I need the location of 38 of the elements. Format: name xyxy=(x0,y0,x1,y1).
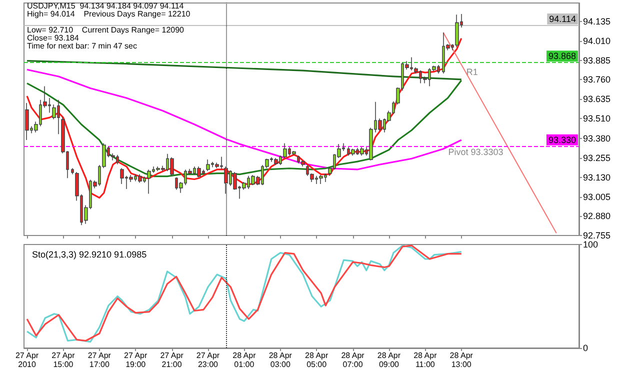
x-tick-label: 28 Apr 05:00 xyxy=(305,351,328,369)
annotation: Time for next bar: 7 min 47 sec xyxy=(27,41,137,50)
x-tick-label: 28 Apr 13:00 xyxy=(450,351,474,369)
y-tick-label: 92.755 xyxy=(583,230,611,240)
x-tick-label: 28 Apr 03:00 xyxy=(268,351,292,369)
y-tick-label: 100 xyxy=(583,240,598,250)
x-tick-label: 27 Apr 17:00 xyxy=(88,351,112,369)
y-tick-label: 94.135 xyxy=(583,16,611,27)
ref-line-label: 93.868 xyxy=(548,51,576,62)
text: Sto(21,3,3) 92.9210 91.0985 xyxy=(32,250,147,260)
x-tick-label: 27 Apr 23:00 xyxy=(196,351,220,369)
y-tick-label: 94.010 xyxy=(583,36,611,46)
y-tick-label: 93.760 xyxy=(583,74,611,85)
y-tick-label: 93.005 xyxy=(583,192,611,202)
annotation: Pivot 93.3303 xyxy=(448,146,504,157)
ref-line-label: 94.114 xyxy=(549,14,576,24)
annotation: Close= 93.184 xyxy=(27,33,80,42)
y-tick-label: 93.255 xyxy=(583,153,611,163)
x-tick-label: 28 Apr 01:00 xyxy=(232,351,256,369)
annotation: USDJPY,M15 94.134 94.184 94.097 94.114 xyxy=(27,2,184,10)
annotation: High= 94.014 Previous Days Range= 12210 xyxy=(27,10,191,18)
x-tick-label: 28 Apr 11:00 xyxy=(414,351,438,369)
x-tick-label: 27 Apr 15:00 xyxy=(52,351,76,369)
y-tick-label: 92.880 xyxy=(583,211,611,222)
y-tick-label: 93.130 xyxy=(583,172,611,182)
y-tick-label: 93.510 xyxy=(583,113,611,124)
y-tick-label: 0 xyxy=(583,343,588,353)
x-tick-label: 27 Apr 19:00 xyxy=(124,351,148,369)
x-tick-label: 28 Apr 09:00 xyxy=(377,351,401,369)
y-tick-label: 93.380 xyxy=(583,134,611,144)
y-tick-label: 93.885 xyxy=(583,55,611,66)
x-tick-label: 27 Apr 2010 xyxy=(15,351,39,369)
annotation: R1 xyxy=(466,67,478,78)
y-tick-label: 93.635 xyxy=(583,94,611,104)
x-tick-label: 28 Apr 07:00 xyxy=(341,351,365,369)
annotation: Low= 92.710 Current Days Range= 12090 xyxy=(27,25,185,34)
ref-line-label: 93.330 xyxy=(548,134,576,145)
x-tick-label: 27 Apr 21:00 xyxy=(160,351,184,369)
